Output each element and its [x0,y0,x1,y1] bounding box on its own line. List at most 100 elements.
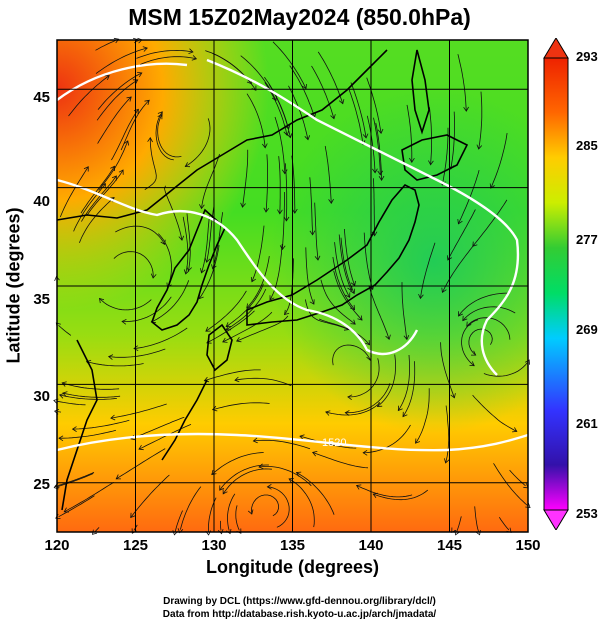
streamline [348,88,364,145]
kyushu-coast [206,323,233,372]
streamline [211,452,264,475]
streamline-arrowhead [277,209,283,215]
streamline [110,403,167,419]
streamline [474,506,479,532]
x-tick-label: 120 [44,537,70,554]
streamline [95,40,116,51]
streamline-arrowhead [266,483,272,490]
streamline [59,166,89,218]
streamline-arrowhead [83,166,89,172]
streamline-arrowhead [330,114,336,120]
streamline-arrowhead [376,402,383,407]
colorbar-label: 277 [576,232,598,247]
streamline [397,354,411,411]
streamline-arrowhead [372,168,378,174]
streamline-arrowhead [309,299,315,305]
credit-line-dcl: Drawing by DCL (https://www.gfd-dennou.o… [163,596,436,607]
streamline-arrowhead [444,458,450,464]
y-tick-label: 45 [33,89,50,106]
streamline [317,51,344,104]
streamline-arrowhead [447,255,453,261]
streamline-arrowhead [466,321,472,327]
streamline [402,361,416,417]
streamline [363,424,411,454]
streamline-arrowhead [118,169,124,175]
streamline [442,244,475,293]
streamline-arrowhead [121,319,127,325]
colorbar-label: 293 [576,49,598,64]
streamline [264,76,289,130]
streamline-arrowhead [205,326,211,332]
streamline [206,205,215,263]
streamline-arrowhead [200,268,206,274]
streamline [373,117,381,175]
streamline-arrowhead [91,529,98,535]
streamline [242,149,249,208]
streamline [445,405,450,463]
streamline [236,315,289,342]
streamline [373,489,429,501]
streamline-arrowhead [137,72,143,78]
streamline-arrowhead [211,405,218,412]
streamline [305,247,315,305]
sakhalin-coast [411,49,430,135]
streamline-arrowhead [184,162,191,168]
streamline-arrowhead [144,99,150,106]
streamline [483,362,528,377]
streamline [406,104,413,163]
streamline-arrowhead [132,79,139,85]
streamline [139,56,197,65]
streamline-arrowhead [378,175,385,181]
streamline [458,292,509,317]
height-contour [206,58,520,376]
streamline [234,377,292,387]
streamline [478,91,483,150]
streamline-arrowhead [365,340,371,346]
streamline [440,342,455,398]
credit-line-data: Data from http://database.rish.kyoto-u.a… [162,609,437,620]
streamline-arrowhead [301,83,307,90]
streamline-arrowhead [462,315,468,322]
y-tick-label: 40 [33,193,50,210]
height-contour [56,432,529,452]
streamline [212,402,270,411]
streamline [185,118,211,167]
china-coast [61,339,98,511]
streamline [68,75,110,117]
streamline-arrowhead [225,322,231,328]
streamline [58,495,95,518]
streamline-arrowhead [458,311,463,317]
streamline [456,516,462,532]
streamline [155,111,174,161]
streamline-arrowhead [61,381,67,387]
streamline-arrowhead [240,202,246,208]
streamline-arrowhead [415,438,421,444]
streamline-arrowhead [402,411,408,418]
streamline-arrowhead [183,269,190,275]
colorbar-top-arrow [543,38,569,59]
streamline [111,109,139,161]
streamline [498,516,510,531]
streamline [490,133,508,189]
streamline [136,49,193,59]
streamline-arrowhead [350,319,356,325]
map-border [56,39,529,533]
streamline-arrowhead [203,376,210,383]
streamline [94,527,100,533]
coastlines [56,49,469,511]
streamline [312,452,369,469]
streamline [57,472,95,486]
streamline-arrowhead [110,165,115,172]
streamline [115,225,166,245]
streamline [133,327,188,349]
colorbar-label: 285 [576,138,598,153]
streamline [466,317,511,340]
streamline-arrowhead [157,111,163,117]
streamline-arrowhead [403,335,410,341]
height-contour [56,178,419,356]
streamline [225,283,264,327]
streamline [227,493,236,531]
streamline-arrowhead [236,336,242,343]
streamline [267,486,290,528]
streamline [157,114,182,158]
